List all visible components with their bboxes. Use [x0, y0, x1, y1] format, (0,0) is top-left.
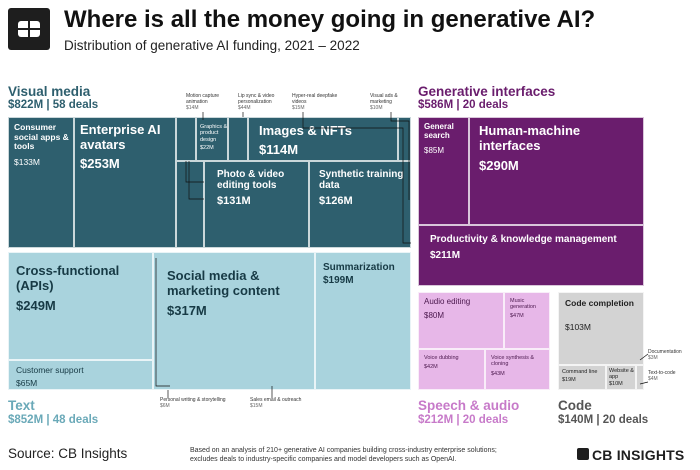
- cell-label: Photo & video editing tools: [217, 169, 285, 192]
- cell-label: Customer support: [16, 365, 84, 375]
- enterprise-ai-avatars-cell: Enterprise AI avatars $253M: [74, 117, 176, 248]
- music-generation-cell: Music generation $47M: [504, 292, 550, 349]
- graphics-product-design-cell: Graphics & product design $22M: [196, 117, 228, 161]
- cell-value: $47M: [510, 313, 524, 319]
- cell-label: Graphics & product design: [200, 124, 228, 143]
- visual-media-title: Visual media: [8, 84, 91, 99]
- cell-value: $249M: [16, 298, 56, 313]
- summarization-cell: Summarization $199M: [315, 252, 411, 390]
- social-media-marketing-cell: Social media & marketing content $317M: [153, 252, 315, 390]
- motion-capture-label: Motion capture animation $14M: [186, 93, 220, 111]
- text-stats: $852M | 48 deals: [8, 414, 99, 426]
- cell-value: $22M: [200, 145, 214, 151]
- customer-support-cell: Customer support $65M: [8, 360, 153, 390]
- source-text: Source: CB Insights: [8, 446, 128, 461]
- cell-label: General search: [424, 122, 454, 140]
- productivity-knowledge-cell: Productivity & knowledge management $211…: [418, 225, 644, 286]
- text-to-code-cell: [636, 365, 644, 390]
- cb-insights-logo-icon: [8, 8, 50, 50]
- methodology-note: Based on an analysis of 210+ generative …: [190, 447, 497, 464]
- cell-value: $133M: [14, 157, 40, 167]
- cell-value: $85M: [424, 146, 445, 155]
- personal-writing-label: Personal writing & storytelling $6M: [160, 397, 226, 409]
- cell-value: $199M: [323, 275, 354, 286]
- cell-label: Human-machine interfaces: [479, 123, 581, 153]
- audio-editing-cell: Audio editing $80M: [418, 292, 504, 349]
- consumer-social-apps-cell: Consumer social apps & tools $133M: [8, 117, 74, 248]
- code-completion-cell: Code completion $103M: [558, 292, 644, 365]
- speech-audio-title: Speech & audio: [418, 398, 520, 413]
- lip-sync-cell: [228, 117, 248, 161]
- cell-label: Command line: [562, 369, 598, 375]
- cell-label: Summarization: [323, 262, 395, 273]
- general-search-cell: General search $85M: [418, 117, 469, 225]
- cell-label: Audio editing: [424, 297, 471, 306]
- page-title: Where is all the money going in generati…: [64, 6, 596, 33]
- cell-label: Code completion: [565, 298, 634, 308]
- cell-value: $80M: [424, 311, 445, 320]
- code-stats: $140M | 20 deals: [558, 414, 649, 426]
- cell-label: Voice synthesis & cloning: [491, 355, 535, 368]
- human-machine-interfaces-cell: Human-machine interfaces $290M: [469, 117, 644, 225]
- cell-value: $19M: [562, 377, 576, 383]
- cell-label: Synthetic training data: [319, 169, 404, 192]
- photo-video-editing-cell: Photo & video editing tools $131M: [204, 161, 309, 248]
- cell-value: $114M: [259, 142, 299, 157]
- cell-value: $253M: [80, 156, 120, 171]
- cell-value: $42M: [424, 364, 438, 370]
- code-title: Code: [558, 398, 592, 413]
- voice-synthesis-cell: Voice synthesis & cloning $43M: [485, 349, 550, 390]
- cell-label: Website & app: [609, 368, 634, 381]
- cell-value: $317M: [167, 303, 207, 318]
- website-app-cell: Website & app $10M: [606, 365, 636, 390]
- text-to-code-label: Text-to-code $4M: [648, 370, 676, 382]
- cell-label: Enterprise AI avatars: [80, 122, 161, 152]
- cb-insights-brand-icon: [577, 448, 589, 460]
- cell-label: Images & NFTs: [259, 123, 352, 138]
- cell-value: $43M: [491, 371, 505, 377]
- text-title: Text: [8, 398, 35, 413]
- speech-audio-stats: $212M | 20 deals: [418, 414, 509, 426]
- cell-label: Cross-functional (APIs): [16, 263, 120, 293]
- cross-functional-apis-cell: Cross-functional (APIs) $249M: [8, 252, 153, 360]
- images-nfts-cell: Images & NFTs $114M: [248, 117, 398, 161]
- sales-email-label: Sales email & outreach $15M: [250, 397, 302, 409]
- cell-value: $131M: [217, 195, 251, 207]
- cell-value: $10M: [609, 381, 623, 387]
- cell-label: Voice dubbing: [424, 355, 459, 361]
- lip-sync-label: Lip sync & video personalization $44M: [238, 93, 275, 111]
- visual-ads-label: Visual ads & marketing $10M: [370, 93, 398, 111]
- generative-interfaces-title: Generative interfaces: [418, 84, 556, 99]
- command-line-cell: Command line $19M: [558, 365, 606, 390]
- voice-dubbing-cell: Voice dubbing $42M: [418, 349, 485, 390]
- cell-label: Consumer social apps & tools: [14, 122, 69, 152]
- cell-value: $103M: [565, 322, 591, 332]
- cell-value: $290M: [479, 158, 519, 173]
- cell-label: Music generation: [510, 298, 536, 311]
- cell-value: $211M: [430, 250, 461, 261]
- cell-value: $126M: [319, 195, 353, 207]
- page-subtitle: Distribution of generative AI funding, 2…: [64, 38, 360, 53]
- synthetic-training-data-cell: Synthetic training data $126M: [309, 161, 411, 248]
- hyper-real-deepfake-label: Hyper-real deepfake videos $15M: [292, 93, 338, 111]
- cb-insights-brand: CB INSIGHTS: [592, 447, 685, 463]
- visual-ads-cell: [398, 117, 411, 161]
- cell-label: Productivity & knowledge management: [430, 234, 617, 245]
- motion-capture-cell: [176, 117, 196, 161]
- hyper-real-deepfake-cell: [176, 161, 204, 248]
- documentation-label: Documentation $3M: [648, 349, 682, 361]
- cell-value: $65M: [16, 378, 38, 388]
- visual-media-stats: $822M | 58 deals: [8, 99, 99, 111]
- cell-label: Social media & marketing content: [167, 268, 280, 298]
- generative-interfaces-stats: $586M | 20 deals: [418, 99, 509, 111]
